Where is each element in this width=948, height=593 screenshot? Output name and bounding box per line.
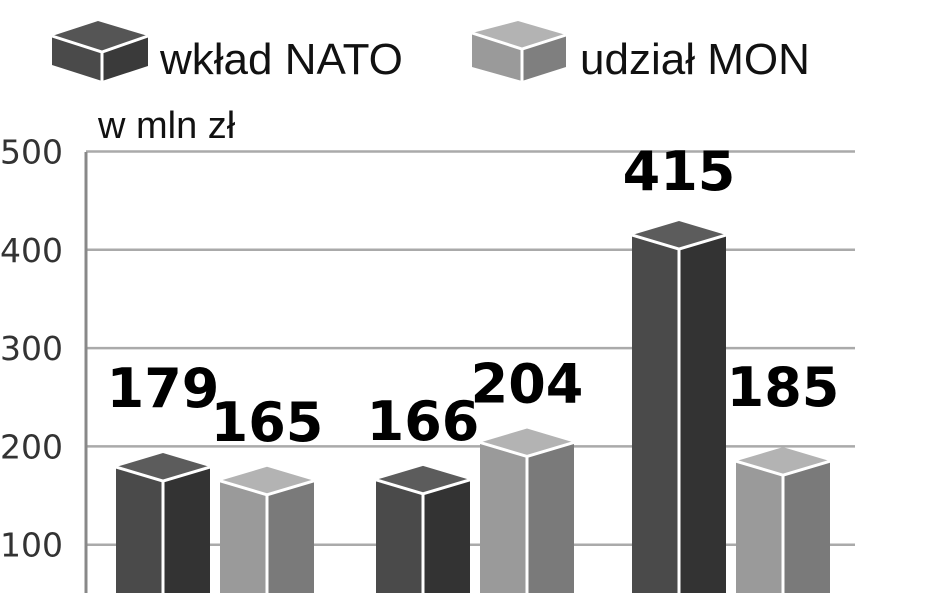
y-axis-ticks: 100 200 300 400 500: [0, 133, 63, 565]
y-tick-label: 500: [0, 133, 63, 172]
legend-label-mon: udział MON: [580, 35, 810, 84]
legend: wkład NATO udział MON: [51, 21, 810, 84]
bar: [631, 221, 727, 593]
cube-icon-mon: [471, 21, 567, 81]
bar: [479, 428, 575, 593]
cube-icon-nato: [51, 21, 149, 81]
bar: [375, 465, 471, 593]
bar: [219, 466, 315, 593]
legend-item-nato: wkład NATO: [51, 21, 403, 84]
value-label: 185: [727, 356, 840, 419]
y-tick-label: 200: [0, 427, 63, 466]
value-label: 179: [107, 357, 220, 420]
value-label: 415: [623, 140, 736, 203]
legend-label-nato: wkład NATO: [159, 35, 403, 84]
legend-item-mon: udział MON: [471, 21, 810, 84]
y-tick-label: 300: [0, 329, 63, 368]
value-label: 166: [367, 390, 480, 453]
bars: [115, 221, 831, 593]
y-tick-label: 100: [0, 526, 63, 565]
gridlines: [86, 150, 855, 546]
y-tick-label: 400: [0, 231, 63, 270]
bar: [735, 447, 831, 593]
bar: [115, 453, 211, 593]
unit-label: w mln zł: [97, 105, 236, 147]
value-label: 204: [471, 352, 584, 415]
value-label: 165: [211, 391, 324, 454]
